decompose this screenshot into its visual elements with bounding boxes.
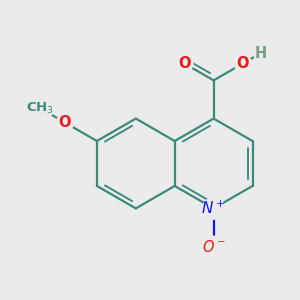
Circle shape: [56, 114, 74, 131]
Text: O: O: [178, 56, 191, 71]
Circle shape: [203, 198, 224, 219]
Circle shape: [203, 236, 224, 257]
Text: $N^+$: $N^+$: [201, 200, 226, 217]
Circle shape: [176, 55, 193, 72]
Circle shape: [234, 55, 251, 72]
Text: $O^-$: $O^-$: [202, 238, 226, 255]
Circle shape: [254, 47, 267, 60]
Text: O: O: [236, 56, 249, 71]
Text: O: O: [59, 115, 71, 130]
Text: CH$_3$: CH$_3$: [26, 100, 54, 116]
Circle shape: [26, 94, 53, 122]
Text: H: H: [254, 46, 266, 61]
